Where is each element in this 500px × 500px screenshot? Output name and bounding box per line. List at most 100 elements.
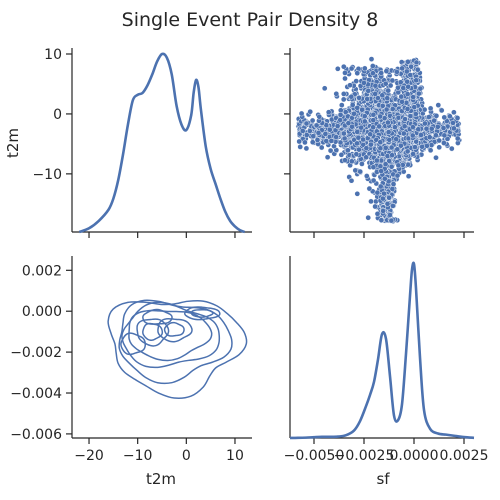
contour-level: [121, 301, 221, 369]
scatter-point: [394, 146, 401, 153]
scatter-point: [340, 63, 347, 70]
scatter-point: [451, 125, 457, 132]
scatter-point: [374, 189, 381, 196]
scatter-point: [368, 141, 374, 148]
scatter-point: [377, 183, 384, 190]
scatter-point: [444, 136, 451, 142]
scatter-point: [354, 104, 361, 111]
scatter-point: [322, 131, 329, 137]
scatter-point: [414, 66, 421, 73]
scatter-point: [454, 135, 461, 142]
scatter-point: [351, 110, 357, 117]
scatter-point: [370, 111, 377, 118]
scatter-point: [387, 82, 394, 89]
scatter-point: [388, 163, 395, 170]
scatter-point: [412, 111, 419, 117]
figure-title: Single Event Pair Density 8: [122, 9, 379, 31]
scatter-point: [385, 129, 392, 135]
scatter-point: [441, 114, 448, 121]
bl-ytick-label: 0.002: [22, 263, 62, 279]
scatter-point: [337, 111, 344, 118]
scatter-points: [295, 56, 463, 224]
tl-ytick-label: −10: [32, 167, 62, 183]
scatter-point: [368, 198, 374, 205]
scatter-point: [378, 70, 385, 76]
scatter-point: [380, 208, 386, 214]
br-xtick-label: 0.0000: [390, 448, 439, 464]
scatter-point: [398, 93, 405, 100]
contour-level: [118, 299, 233, 385]
scatter-point: [384, 95, 391, 102]
contour-level: [184, 306, 221, 321]
scatter-point: [418, 132, 424, 138]
scatter-point: [440, 125, 447, 131]
scatter-point: [382, 161, 389, 168]
scatter-point: [368, 56, 375, 62]
scatter-point: [345, 120, 352, 127]
scatter-point: [318, 144, 325, 151]
scatter-point: [378, 217, 385, 224]
scatter-point: [347, 82, 353, 89]
br-xtick-label: −0.0050: [284, 448, 345, 464]
scatter-point: [357, 168, 364, 175]
scatter-point: [401, 123, 408, 130]
scatter-point: [410, 94, 417, 100]
scatter-point: [359, 106, 365, 113]
scatter-point: [412, 144, 418, 150]
scatter-point: [337, 139, 344, 146]
scatter-point: [341, 130, 347, 137]
scatter-point: [316, 113, 323, 120]
scatter-point: [415, 126, 422, 133]
scatter-point: [431, 117, 438, 124]
scatter-point: [383, 106, 390, 113]
scatter-point: [326, 126, 333, 133]
scatter-point: [354, 70, 361, 77]
scatter-point: [375, 95, 381, 101]
scatter-point: [342, 75, 348, 82]
contour-level: [120, 332, 146, 356]
scatter-point: [334, 123, 341, 129]
scatter-point: [333, 90, 340, 97]
scatter-point: [404, 106, 411, 112]
scatter-point: [325, 109, 332, 116]
scatter-point: [386, 194, 392, 201]
scatter-point: [348, 177, 355, 184]
bl-ytick-label: −0.002: [10, 345, 62, 361]
scatter-point: [369, 63, 376, 69]
scatter-point: [307, 108, 314, 115]
bl-xtick-label: 0: [182, 448, 191, 464]
scatter-point: [433, 132, 439, 139]
scatter-point: [353, 151, 360, 158]
scatter-point: [349, 123, 355, 130]
scatter-point: [405, 58, 411, 65]
scatter-point: [426, 134, 433, 141]
scatter-point: [303, 120, 310, 127]
scatter-point: [313, 122, 320, 129]
scatter-point: [340, 96, 347, 103]
bl-ytick-label: −0.004: [10, 386, 62, 402]
scatter-point: [424, 142, 430, 149]
scatter-point: [404, 91, 411, 97]
scatter-point: [393, 136, 400, 143]
scatter-point: [404, 148, 411, 155]
scatter-point: [327, 147, 334, 154]
bl-ytick-label: −0.006: [10, 427, 62, 443]
scatter-point: [394, 69, 400, 75]
contour-level: [190, 309, 214, 318]
scatter-point: [359, 161, 365, 167]
scatter-point: [361, 113, 368, 120]
scatter-point: [386, 158, 393, 164]
scatter-point: [340, 91, 347, 97]
scatter-point: [395, 162, 402, 169]
scatter-point: [399, 65, 405, 72]
scatter-point: [361, 118, 368, 125]
scatter-point: [333, 134, 339, 140]
scatter-point: [389, 152, 395, 159]
scatter-point: [410, 151, 416, 157]
xlabel-t2m: t2m: [146, 470, 176, 488]
scatter-point: [321, 85, 328, 92]
scatter-point: [363, 145, 370, 152]
scatter-point: [354, 190, 361, 197]
scatter-point: [310, 133, 317, 139]
